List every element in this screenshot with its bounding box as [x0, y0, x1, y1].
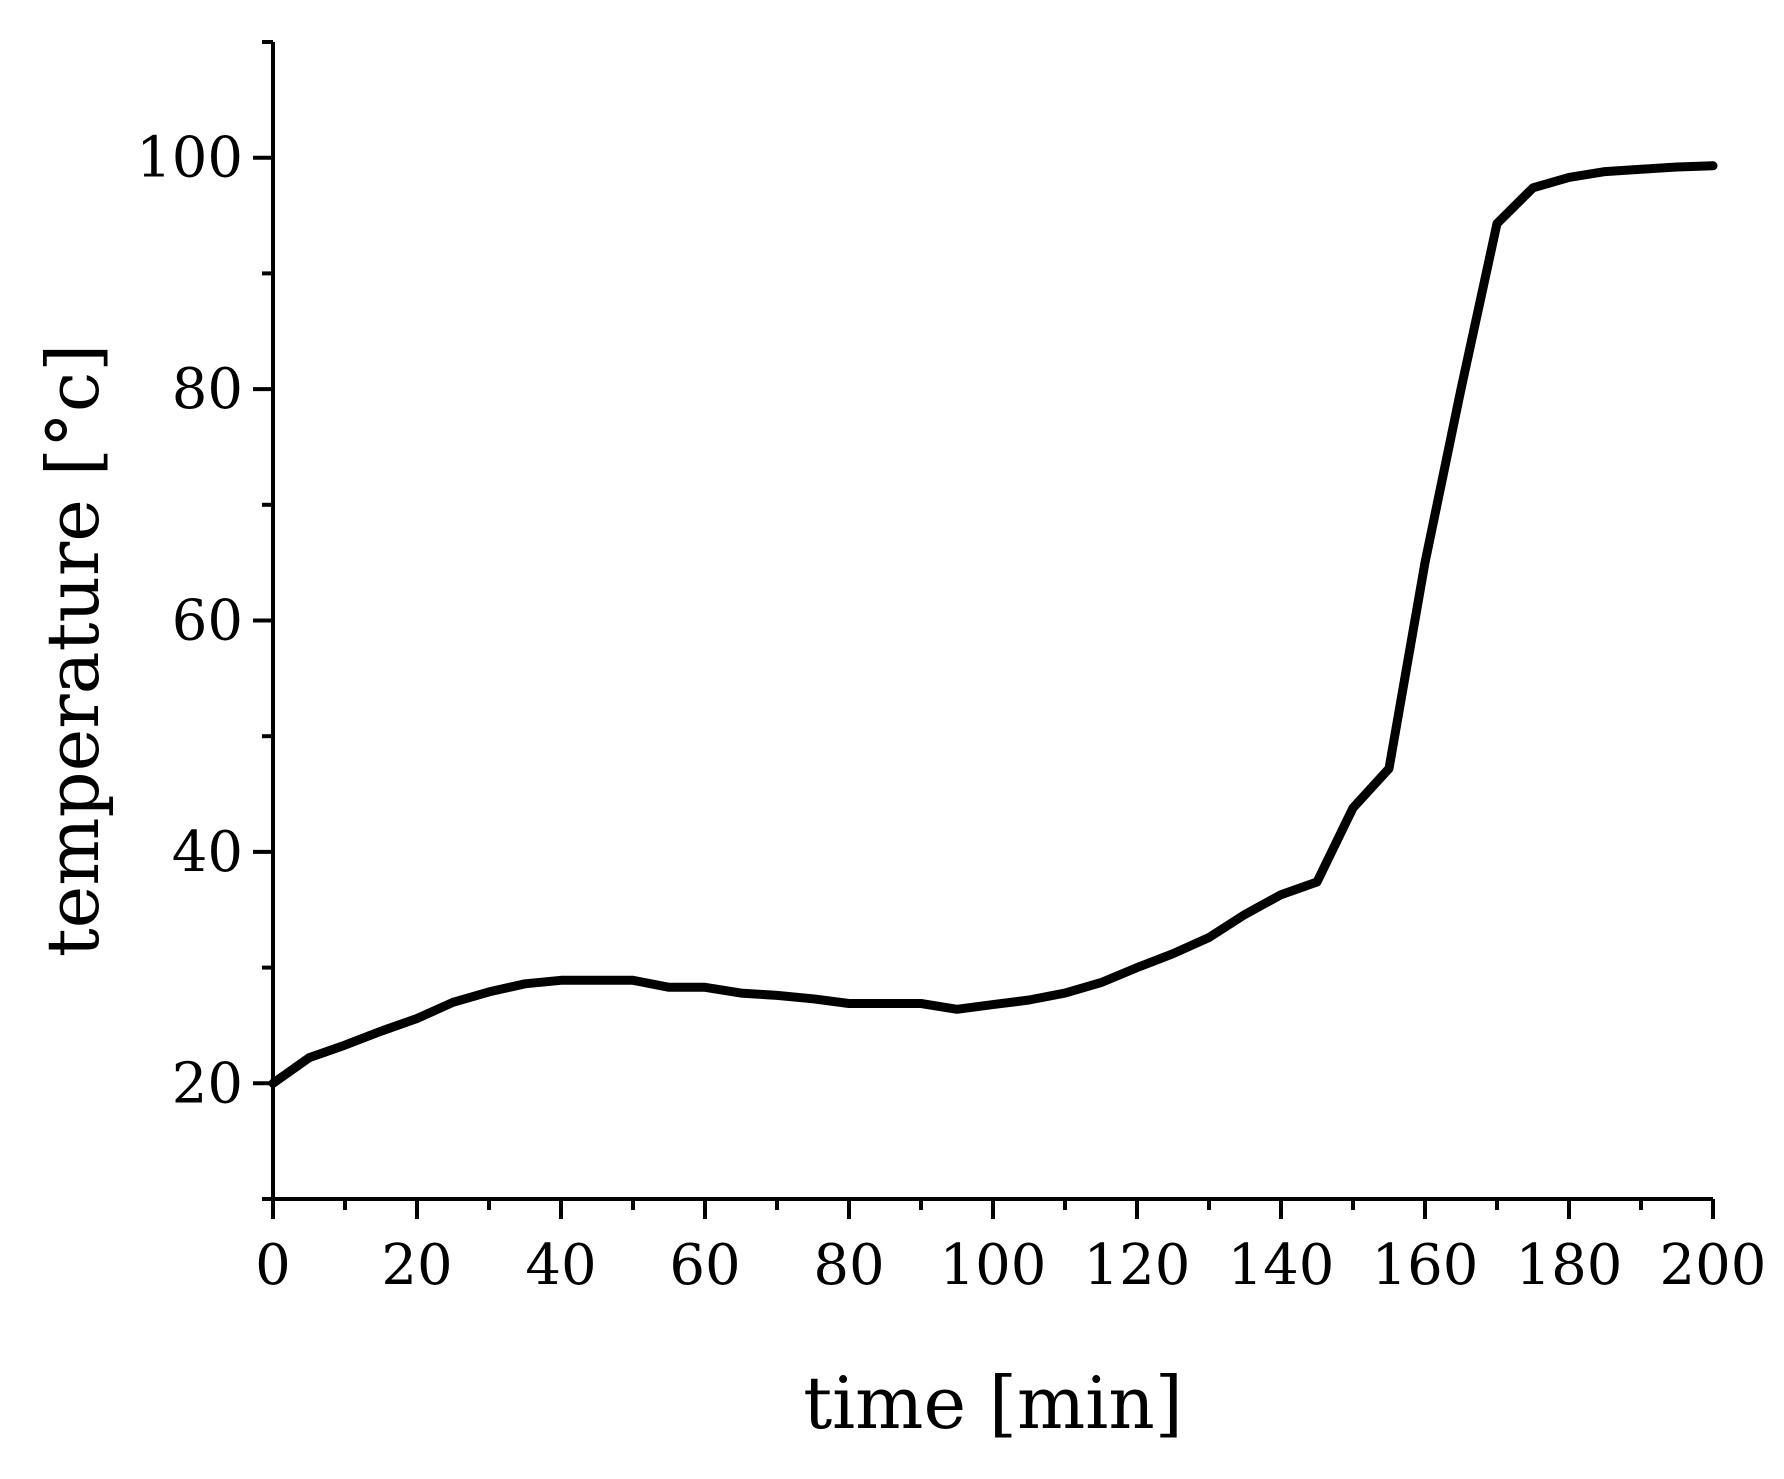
y-tick-label: 60: [172, 589, 243, 654]
x-tick-label: 140: [1228, 1233, 1335, 1298]
x-axis-title: time [min]: [803, 1361, 1183, 1445]
axes: [271, 42, 1713, 1201]
x-tick-label: 60: [669, 1233, 740, 1298]
y-tick-label: 40: [172, 820, 243, 885]
tick-labels: 0 20 40 60 80 100 120 140 160 180 200 20 40 60 80 100: [136, 126, 1766, 1298]
y-tick-label: 80: [172, 357, 243, 422]
x-tick-label: 160: [1372, 1233, 1479, 1298]
x-tick-label: 20: [381, 1233, 452, 1298]
x-tick-label: 100: [940, 1233, 1047, 1298]
y-tick-label: 20: [172, 1051, 243, 1116]
x-tick-label: 180: [1516, 1233, 1623, 1298]
x-tick-label: 0: [255, 1233, 291, 1298]
series: [268, 161, 1718, 1088]
series-line-0: [268, 161, 1718, 1088]
x-tick-label: 40: [525, 1233, 596, 1298]
y-axis-title: temperature [°c]: [31, 344, 115, 958]
x-tick-label: 200: [1660, 1233, 1767, 1298]
y-tick-label: 100: [136, 126, 243, 191]
x-tick-label: 80: [813, 1233, 884, 1298]
ticks: [253, 40, 1715, 1219]
x-tick-label: 120: [1084, 1233, 1191, 1298]
